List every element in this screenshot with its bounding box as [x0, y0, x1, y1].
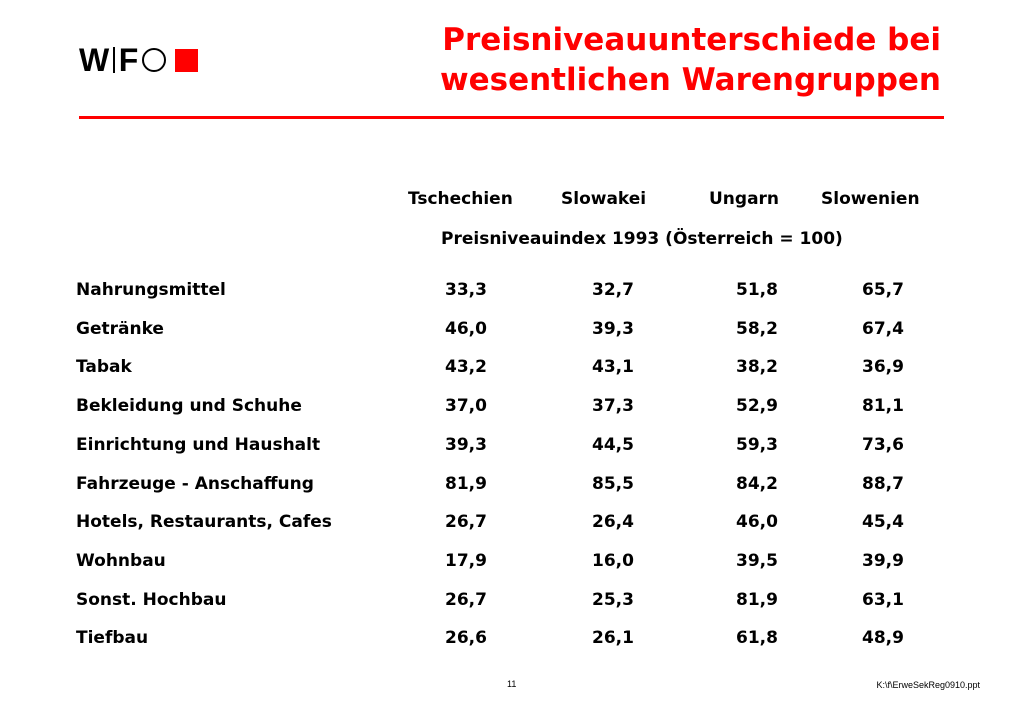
row-label: Wohnbau: [76, 551, 166, 571]
table-cell: 44,5: [592, 435, 634, 455]
table-cell: 39,9: [862, 551, 904, 571]
table-cell: 43,2: [445, 357, 487, 377]
table-cell: 26,7: [445, 512, 487, 532]
table-cell: 36,9: [862, 357, 904, 377]
table-subheader: Preisniveauindex 1993 (Österreich = 100): [441, 229, 843, 249]
column-header-slowakei: Slowakei: [561, 189, 647, 209]
logo-square: [174, 48, 198, 72]
title-line-1: Preisniveauunterschiede bei: [442, 22, 941, 58]
file-path: K:\f\ErweSekReg0910.ppt: [876, 680, 980, 690]
table-cell: 73,6: [862, 435, 904, 455]
table-cell: 37,0: [445, 396, 487, 416]
title-divider: [79, 116, 944, 119]
table-cell: 32,7: [592, 280, 634, 300]
logo-letter-f: F: [118, 42, 139, 78]
row-label: Bekleidung und Schuhe: [76, 396, 302, 416]
table-cell: 26,7: [445, 590, 487, 610]
column-header-slowenien: Slowenien: [821, 189, 920, 209]
table-cell: 51,8: [736, 280, 778, 300]
table-cell: 46,0: [445, 319, 487, 339]
table-cell: 61,8: [736, 628, 778, 648]
row-label: Getränke: [76, 319, 164, 339]
table-cell: 26,1: [592, 628, 634, 648]
table-cell: 39,3: [592, 319, 634, 339]
table-cell: 26,6: [445, 628, 487, 648]
logo-bar: [112, 47, 115, 73]
table-cell: 17,9: [445, 551, 487, 571]
title-line-2: wesentlichen Warengruppen: [439, 62, 941, 98]
table-cell: 26,4: [592, 512, 634, 532]
row-label: Sonst. Hochbau: [76, 590, 227, 610]
table-cell: 16,0: [592, 551, 634, 571]
page-title: Preisniveauunterschiede bei wesentlichen…: [440, 20, 941, 100]
table-cell: 48,9: [862, 628, 904, 648]
table-cell: 46,0: [736, 512, 778, 532]
table-cell: 43,1: [592, 357, 634, 377]
table-cell: 52,9: [736, 396, 778, 416]
table-cell: 38,2: [736, 357, 778, 377]
row-label: Hotels, Restaurants, Cafes: [76, 512, 332, 532]
table-cell: 39,3: [445, 435, 487, 455]
wifo-logo: W F: [79, 42, 198, 78]
table-cell: 81,9: [736, 590, 778, 610]
table-cell: 85,5: [592, 474, 634, 494]
table-cell: 65,7: [862, 280, 904, 300]
table-cell: 84,2: [736, 474, 778, 494]
row-label: Tiefbau: [76, 628, 149, 648]
table-cell: 39,5: [736, 551, 778, 571]
table-cell: 25,3: [592, 590, 634, 610]
table-cell: 63,1: [862, 590, 904, 610]
row-label: Tabak: [76, 357, 132, 377]
row-label: Nahrungsmittel: [76, 280, 226, 300]
table-cell: 45,4: [862, 512, 904, 532]
table-cell: 67,4: [862, 319, 904, 339]
table-cell: 81,9: [445, 474, 487, 494]
table-cell: 58,2: [736, 319, 778, 339]
logo-letter-w: W: [79, 42, 109, 78]
table-cell: 59,3: [736, 435, 778, 455]
row-label: Einrichtung und Haushalt: [76, 435, 321, 455]
table-cell: 33,3: [445, 280, 487, 300]
column-header-ungarn: Ungarn: [709, 189, 780, 209]
column-header-tschechien: Tschechien: [408, 189, 513, 209]
table-cell: 81,1: [862, 396, 904, 416]
table-cell: 37,3: [592, 396, 634, 416]
table-cell: 88,7: [862, 474, 904, 494]
logo-circle: [141, 48, 166, 72]
row-label: Fahrzeuge - Anschaffung: [76, 474, 314, 494]
page-number: 11: [507, 679, 517, 689]
